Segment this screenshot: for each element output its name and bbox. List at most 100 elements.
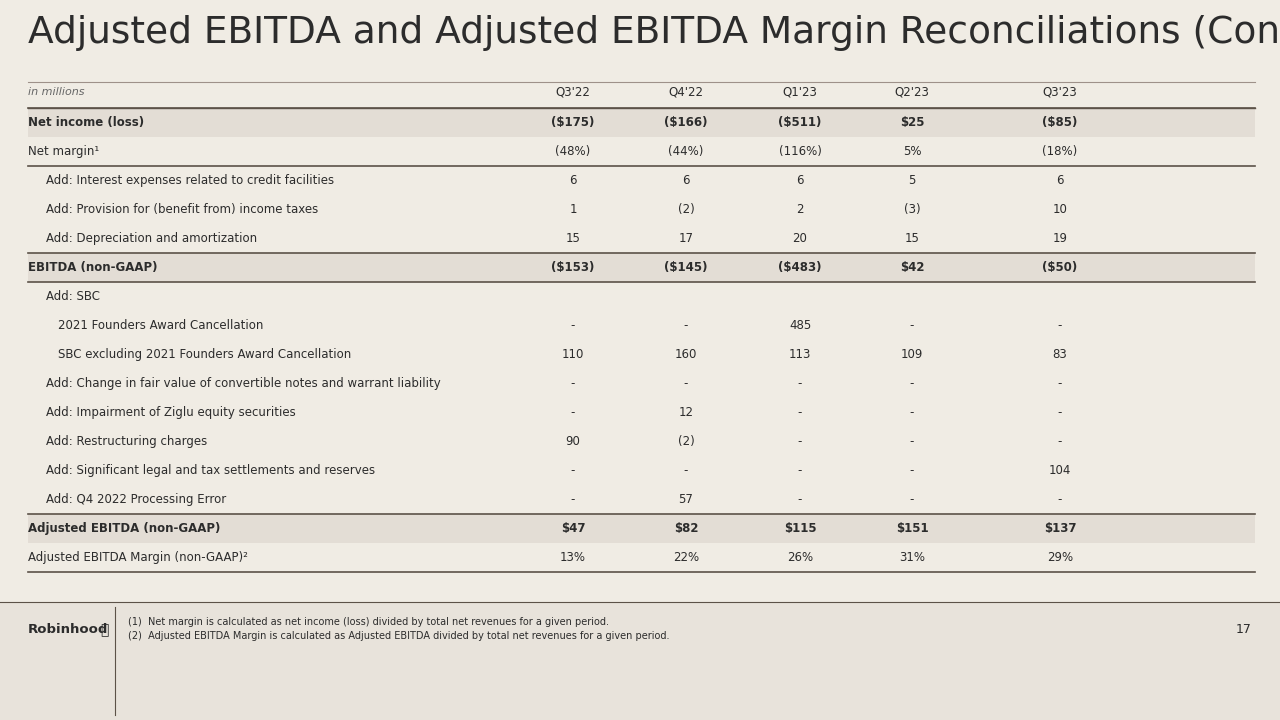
Text: 15: 15: [905, 232, 919, 245]
Text: ($166): ($166): [664, 116, 708, 129]
Text: Q4'22: Q4'22: [668, 86, 704, 99]
Bar: [28, 427, 1254, 456]
Text: Add: Depreciation and amortization: Add: Depreciation and amortization: [46, 232, 257, 245]
Text: Adjusted EBITDA Margin (non-GAAP)²: Adjusted EBITDA Margin (non-GAAP)²: [28, 551, 248, 564]
Text: 90: 90: [566, 435, 580, 448]
Text: $47: $47: [561, 522, 585, 535]
Text: $42: $42: [900, 261, 924, 274]
Text: 1: 1: [570, 203, 577, 216]
Text: -: -: [797, 377, 803, 390]
Text: Add: Impairment of Ziglu equity securities: Add: Impairment of Ziglu equity securiti…: [46, 406, 296, 419]
Text: -: -: [910, 319, 914, 332]
Text: -: -: [797, 406, 803, 419]
Bar: [28, 224, 1254, 253]
Text: -: -: [571, 464, 575, 477]
Text: 83: 83: [1052, 348, 1068, 361]
Text: ($153): ($153): [552, 261, 595, 274]
Bar: [28, 340, 1254, 369]
Text: (116%): (116%): [778, 145, 822, 158]
Text: Add: Significant legal and tax settlements and reserves: Add: Significant legal and tax settlemen…: [46, 464, 375, 477]
Text: (2)  Adjusted EBITDA Margin is calculated as Adjusted EBITDA divided by total ne: (2) Adjusted EBITDA Margin is calculated…: [128, 631, 669, 641]
Text: -: -: [910, 435, 914, 448]
Text: -: -: [571, 493, 575, 506]
Bar: [28, 253, 1254, 282]
Bar: [28, 456, 1254, 485]
Text: ($85): ($85): [1042, 116, 1078, 129]
Text: 12: 12: [678, 406, 694, 419]
Text: 22%: 22%: [673, 551, 699, 564]
Text: ($511): ($511): [778, 116, 822, 129]
Text: -: -: [910, 493, 914, 506]
Text: 6: 6: [682, 174, 690, 187]
Text: 2021 Founders Award Cancellation: 2021 Founders Award Cancellation: [58, 319, 264, 332]
Text: 29%: 29%: [1047, 551, 1073, 564]
Text: -: -: [684, 319, 689, 332]
Bar: [28, 166, 1254, 195]
Text: 13%: 13%: [561, 551, 586, 564]
Text: Add: Restructuring charges: Add: Restructuring charges: [46, 435, 207, 448]
Text: (18%): (18%): [1042, 145, 1078, 158]
Text: 17: 17: [1236, 624, 1252, 636]
Text: 160: 160: [675, 348, 698, 361]
Text: 2: 2: [796, 203, 804, 216]
Bar: [28, 282, 1254, 311]
Text: -: -: [797, 493, 803, 506]
Text: -: -: [1057, 493, 1062, 506]
Text: Q3'23: Q3'23: [1043, 86, 1078, 99]
Text: 31%: 31%: [899, 551, 925, 564]
Text: -: -: [910, 464, 914, 477]
Text: EBITDA (non-GAAP): EBITDA (non-GAAP): [28, 261, 157, 274]
Text: (3): (3): [904, 203, 920, 216]
Text: Q3'22: Q3'22: [556, 86, 590, 99]
Bar: [28, 398, 1254, 427]
Text: 110: 110: [562, 348, 584, 361]
Text: $25: $25: [900, 116, 924, 129]
Text: -: -: [1057, 377, 1062, 390]
Text: 104: 104: [1048, 464, 1071, 477]
Text: (2): (2): [677, 435, 694, 448]
Text: Add: Change in fair value of convertible notes and warrant liability: Add: Change in fair value of convertible…: [46, 377, 440, 390]
Text: 57: 57: [678, 493, 694, 506]
Text: Robinhood: Robinhood: [28, 624, 109, 636]
Text: 6: 6: [1056, 174, 1064, 187]
Text: 10: 10: [1052, 203, 1068, 216]
Text: Add: Q4 2022 Processing Error: Add: Q4 2022 Processing Error: [46, 493, 227, 506]
Text: Net margin¹: Net margin¹: [28, 145, 100, 158]
Text: -: -: [1057, 319, 1062, 332]
Text: 5%: 5%: [902, 145, 922, 158]
Text: (2): (2): [677, 203, 694, 216]
Text: -: -: [797, 435, 803, 448]
Text: 6: 6: [796, 174, 804, 187]
Bar: [28, 514, 1254, 543]
Bar: [28, 108, 1254, 137]
Text: 6: 6: [570, 174, 577, 187]
Text: $151: $151: [896, 522, 928, 535]
Text: $82: $82: [673, 522, 699, 535]
Text: -: -: [571, 377, 575, 390]
Text: Add: Interest expenses related to credit facilities: Add: Interest expenses related to credit…: [46, 174, 334, 187]
Text: ($145): ($145): [664, 261, 708, 274]
Text: 17: 17: [678, 232, 694, 245]
Bar: [28, 195, 1254, 224]
Text: Q1'23: Q1'23: [782, 86, 818, 99]
Text: 20: 20: [792, 232, 808, 245]
Text: Add: Provision for (benefit from) income taxes: Add: Provision for (benefit from) income…: [46, 203, 319, 216]
Text: 🪶: 🪶: [100, 623, 109, 637]
Text: -: -: [684, 464, 689, 477]
Text: Q2'23: Q2'23: [895, 86, 929, 99]
Text: -: -: [684, 377, 689, 390]
Text: 109: 109: [901, 348, 923, 361]
Text: Adjusted EBITDA (non-GAAP): Adjusted EBITDA (non-GAAP): [28, 522, 220, 535]
Text: -: -: [1057, 406, 1062, 419]
Text: -: -: [797, 464, 803, 477]
Text: 485: 485: [788, 319, 812, 332]
Text: ($50): ($50): [1042, 261, 1078, 274]
Text: -: -: [910, 406, 914, 419]
Text: 15: 15: [566, 232, 580, 245]
Bar: [28, 369, 1254, 398]
Bar: [28, 485, 1254, 514]
Text: Add: SBC: Add: SBC: [46, 290, 100, 303]
Bar: [28, 543, 1254, 572]
Text: ($175): ($175): [552, 116, 595, 129]
Text: 26%: 26%: [787, 551, 813, 564]
